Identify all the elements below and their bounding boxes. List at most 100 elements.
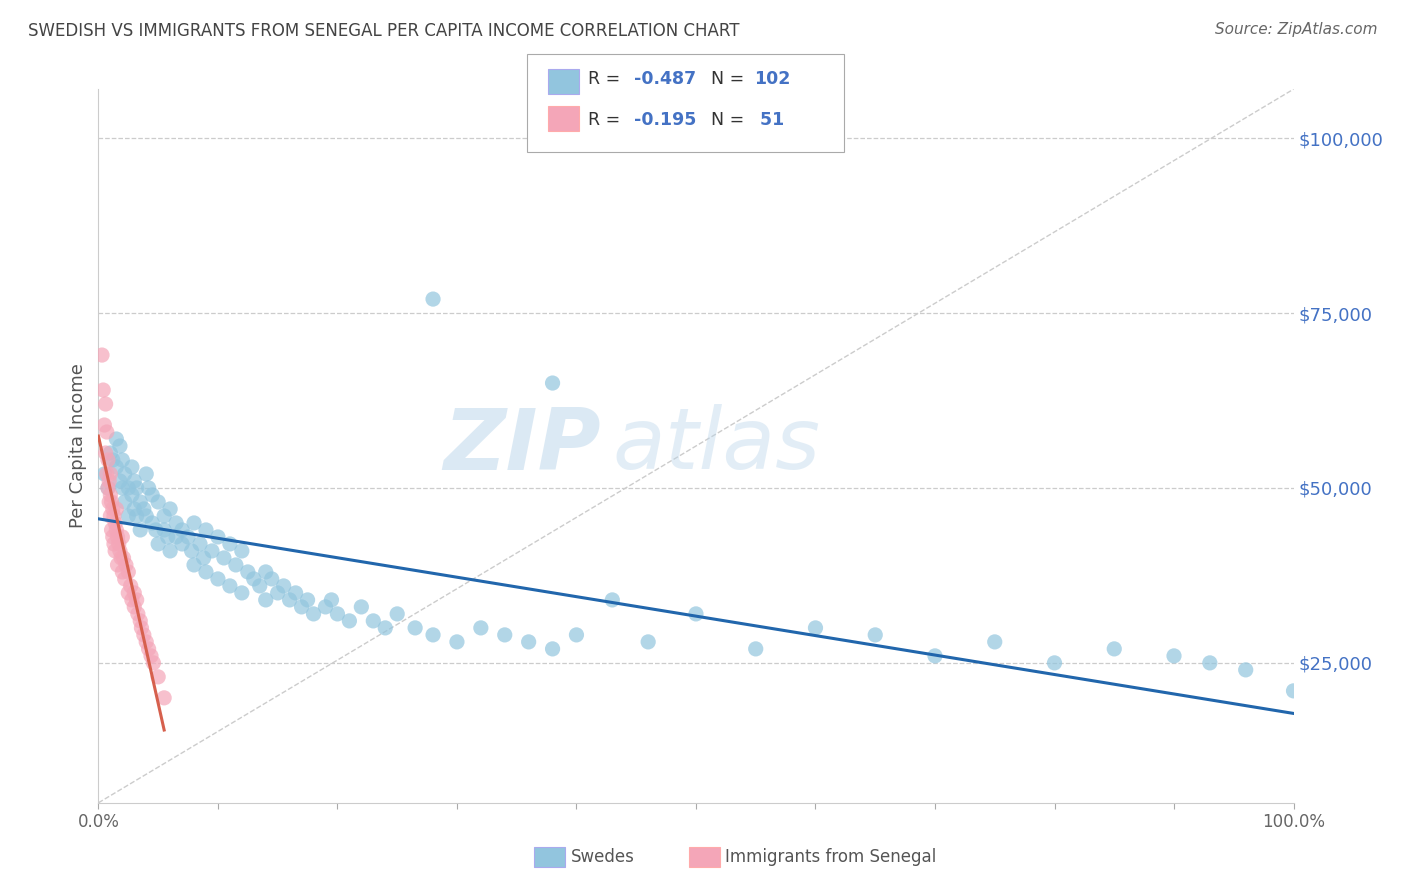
Point <box>637 635 659 649</box>
Point <box>96 467 118 481</box>
Point <box>124 586 146 600</box>
Point <box>165 516 187 530</box>
Point <box>91 383 114 397</box>
Point <box>121 488 143 502</box>
Point <box>804 621 827 635</box>
Point <box>124 474 146 488</box>
Point <box>1282 684 1305 698</box>
Text: N =: N = <box>711 70 751 88</box>
Point <box>105 523 128 537</box>
Point <box>114 467 136 481</box>
Point <box>1234 663 1257 677</box>
Point <box>93 467 115 481</box>
Point <box>111 565 134 579</box>
Point <box>404 621 426 635</box>
Point <box>284 586 307 600</box>
Point <box>153 690 176 705</box>
Point <box>172 523 194 537</box>
Point <box>135 508 157 523</box>
Point <box>142 656 165 670</box>
Point <box>141 516 163 530</box>
Text: N =: N = <box>711 112 751 129</box>
Point <box>984 635 1007 649</box>
Point <box>125 593 148 607</box>
Text: -0.195: -0.195 <box>634 112 696 129</box>
Point <box>219 579 242 593</box>
Point <box>129 495 152 509</box>
Point <box>231 544 253 558</box>
Point <box>291 599 314 614</box>
Point <box>422 292 444 306</box>
Point <box>194 565 218 579</box>
Point <box>103 508 125 523</box>
Point <box>278 593 301 607</box>
Point <box>117 565 139 579</box>
Point <box>98 446 122 460</box>
Point <box>159 544 181 558</box>
Point <box>180 544 202 558</box>
Point <box>97 453 120 467</box>
Point <box>745 641 768 656</box>
Point <box>148 670 170 684</box>
Point <box>177 530 200 544</box>
Point <box>125 508 148 523</box>
Point <box>422 628 444 642</box>
Text: atlas: atlas <box>613 404 820 488</box>
Point <box>207 530 229 544</box>
Point <box>111 453 134 467</box>
Point <box>93 417 115 432</box>
Point <box>470 621 492 635</box>
Point <box>98 488 122 502</box>
Point <box>194 523 218 537</box>
Point <box>207 572 229 586</box>
Point <box>105 432 128 446</box>
Text: Immigrants from Senegal: Immigrants from Senegal <box>725 848 936 866</box>
Text: Swedes: Swedes <box>571 848 634 866</box>
Point <box>260 572 283 586</box>
Point <box>105 502 128 516</box>
Point <box>267 586 290 600</box>
Point <box>138 481 160 495</box>
Point <box>112 550 135 565</box>
Point <box>100 523 122 537</box>
Point <box>446 635 468 649</box>
Point <box>165 530 187 544</box>
Point <box>172 537 194 551</box>
Point <box>188 537 211 551</box>
Point <box>1163 648 1185 663</box>
Point <box>148 495 170 509</box>
Point <box>924 648 946 663</box>
Point <box>105 460 128 475</box>
Point <box>139 648 162 663</box>
Point <box>98 495 121 509</box>
Point <box>156 530 179 544</box>
Point <box>103 537 125 551</box>
Point <box>145 523 167 537</box>
Point <box>135 467 157 481</box>
Point <box>121 593 143 607</box>
Point <box>127 607 149 621</box>
Point <box>159 502 181 516</box>
Point <box>565 628 588 642</box>
Point <box>101 530 124 544</box>
Point <box>326 607 349 621</box>
Point <box>104 516 127 530</box>
Text: Source: ZipAtlas.com: Source: ZipAtlas.com <box>1215 22 1378 37</box>
Point <box>98 467 122 481</box>
Point <box>132 502 155 516</box>
Point <box>321 593 343 607</box>
Y-axis label: Per Capita Income: Per Capita Income <box>69 364 87 528</box>
Point <box>117 481 139 495</box>
Point <box>1043 656 1066 670</box>
Point <box>135 635 157 649</box>
Point <box>91 348 114 362</box>
Point <box>129 523 152 537</box>
Point <box>1102 641 1125 656</box>
Point <box>254 593 277 607</box>
Point <box>602 593 624 607</box>
Text: ZIP: ZIP <box>443 404 600 488</box>
Point <box>98 474 121 488</box>
Point <box>96 425 118 439</box>
Point <box>121 460 143 475</box>
Point <box>541 376 564 390</box>
